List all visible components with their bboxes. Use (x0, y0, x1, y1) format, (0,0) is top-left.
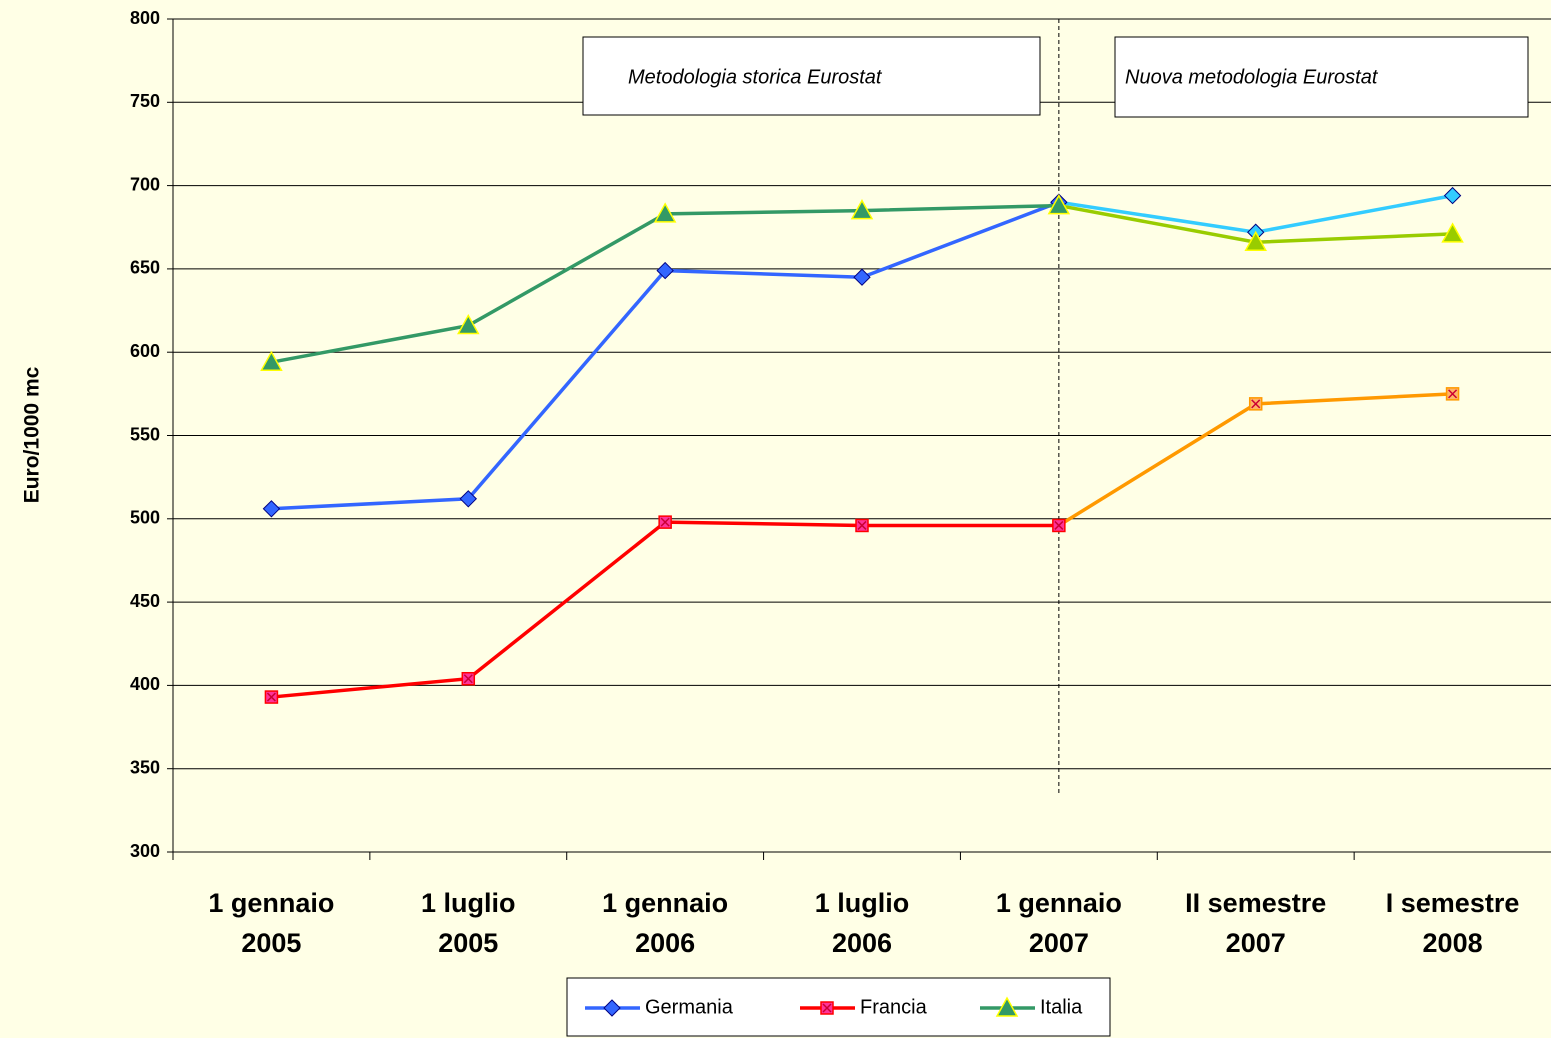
data-point (260, 350, 283, 371)
data-point (656, 261, 674, 280)
data-point (850, 199, 874, 220)
annotation: Metodologia storica Eurostat (628, 66, 883, 88)
x-tick-label: 1 gennaio 2005 (208, 888, 334, 958)
data-point (1244, 230, 1267, 251)
annotation-box (582, 36, 1041, 116)
y-tick-label: 500 (130, 508, 160, 528)
legend-label: Italia (1040, 996, 1083, 1018)
y-tick-label: 550 (130, 424, 160, 444)
data-point (1443, 186, 1462, 205)
y-tick-label: 350 (130, 757, 160, 777)
marker-cross (1251, 399, 1261, 409)
y-tick-label: 300 (130, 841, 160, 861)
x-tick-label: 1 luglio 2005 (421, 888, 516, 958)
data-point (262, 500, 281, 518)
data-point (1047, 194, 1071, 215)
legend-label: Francia (860, 996, 928, 1018)
y-tick-label: 400 (130, 674, 160, 694)
data-point (1445, 387, 1460, 401)
data-point (855, 518, 869, 533)
marker-cross (1054, 520, 1064, 530)
data-point (653, 202, 677, 223)
data-point (1052, 518, 1066, 533)
marker-cross (857, 520, 867, 530)
legend-marker (603, 999, 621, 1017)
marker-cross (1448, 389, 1458, 399)
x-tick-label: I semestre 2008 (1386, 888, 1520, 958)
data-point (461, 671, 476, 686)
data-point (658, 515, 672, 529)
y-tick-label: 750 (130, 91, 160, 111)
x-tick-label: 1 gennaio 2007 (996, 888, 1122, 958)
x-tick-label: 1 luglio 2006 (815, 888, 910, 958)
marker-cross (463, 674, 473, 684)
annotation-box (1114, 36, 1529, 118)
x-tick-label: 1 gennaio 2006 (602, 888, 728, 958)
marker-cross (660, 517, 670, 527)
legend-marker (995, 996, 1019, 1017)
y-tick-label: 600 (130, 341, 160, 361)
marker-cross (822, 1003, 832, 1013)
y-tick-label: 650 (130, 258, 160, 278)
data-point (1248, 397, 1263, 411)
legend-label: Germania (645, 996, 734, 1018)
legend-marker (820, 1001, 834, 1015)
annotation: Nuova metodologia Eurostat (1125, 66, 1379, 88)
y-tick-label: 450 (130, 591, 160, 611)
data-point (853, 268, 871, 286)
data-point (459, 490, 477, 508)
x-tick-label: II semestre 2007 (1185, 888, 1326, 958)
y-tick-label: 800 (130, 8, 160, 28)
y-tick-label: 700 (130, 174, 160, 194)
data-point (457, 313, 480, 335)
data-point (264, 690, 279, 704)
marker-cross (266, 692, 276, 702)
data-point (1441, 222, 1464, 243)
y-axis-label: Euro/1000 mc (21, 366, 44, 503)
